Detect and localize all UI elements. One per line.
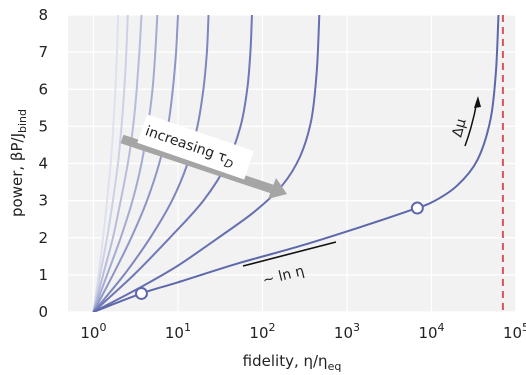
annotation-graphics bbox=[120, 96, 481, 267]
x-tick-label: 102 bbox=[249, 321, 275, 342]
y-tick-labels: 0 1 2 3 4 5 6 7 8 bbox=[38, 6, 48, 321]
annotation-delta-mu: Δμ bbox=[449, 117, 469, 139]
series-line bbox=[92, 15, 120, 312]
delta-mu-arrow-head bbox=[474, 96, 481, 108]
y-tick-label: 5 bbox=[38, 117, 48, 135]
increasing-tau-arrow-head bbox=[268, 178, 287, 199]
y-tick-label: 1 bbox=[38, 266, 48, 284]
ln-eta-guide-line bbox=[242, 241, 337, 267]
data-marker bbox=[134, 286, 148, 300]
y-tick-label: 6 bbox=[38, 80, 48, 98]
y-tick-label: 0 bbox=[38, 303, 48, 321]
series-line bbox=[93, 15, 500, 312]
y-tick-label: 3 bbox=[38, 192, 48, 210]
y-tick-label: 8 bbox=[38, 6, 48, 24]
x-tick-label: 104 bbox=[418, 321, 444, 342]
series-line bbox=[92, 15, 129, 312]
series-line bbox=[92, 15, 179, 312]
grid bbox=[68, 14, 517, 313]
markers bbox=[134, 201, 424, 300]
increasing-tau-arrow-shaft bbox=[120, 134, 274, 194]
series-line bbox=[92, 15, 321, 312]
data-marker bbox=[410, 201, 424, 215]
x-tick-label: 101 bbox=[165, 321, 191, 342]
y-tick-label: 4 bbox=[38, 155, 48, 173]
annotation-label-bg bbox=[137, 114, 254, 180]
series-line bbox=[92, 15, 143, 312]
series-line bbox=[92, 15, 159, 312]
x-tick-labels: 100 101 102 103 104 105 bbox=[80, 321, 526, 342]
x-tick-label: 100 bbox=[80, 321, 106, 342]
y-tick-label: 2 bbox=[38, 229, 48, 247]
x-tick-label: 105 bbox=[503, 321, 526, 342]
x-axis-label: fidelity, η/ηeq bbox=[243, 352, 342, 373]
y-axis-label: power, βP/Jbind bbox=[8, 109, 29, 217]
x-tick-label: 103 bbox=[334, 321, 360, 342]
y-tick-label: 7 bbox=[38, 43, 48, 61]
